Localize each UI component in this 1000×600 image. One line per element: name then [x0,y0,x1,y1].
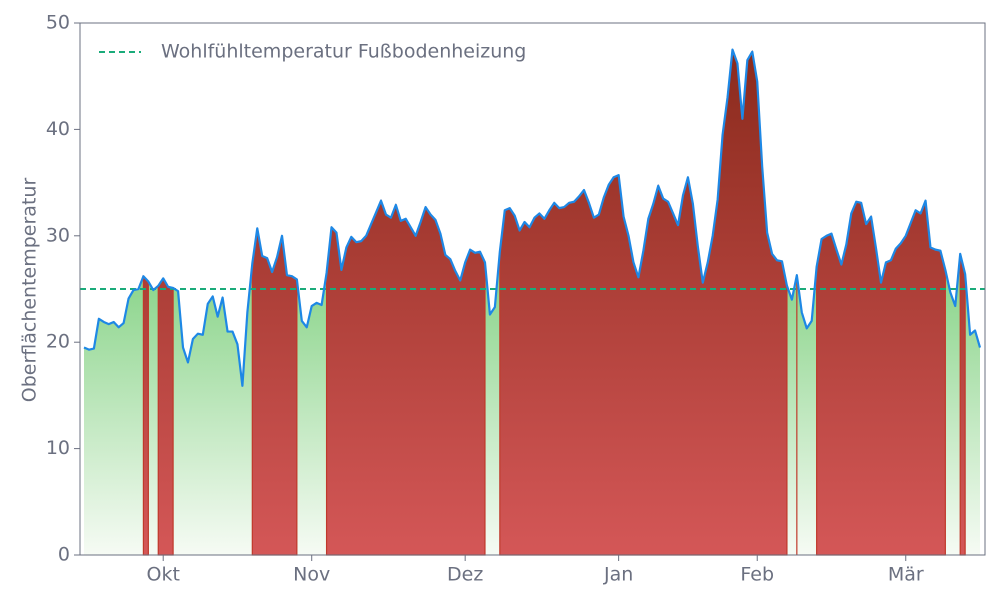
legend-label: Wohlfühltemperatur Fußbodenheizung [161,41,526,63]
area-above [499,49,788,556]
y-tick-label: 10 [46,437,70,459]
area-above [157,277,174,556]
plot-frame [79,22,986,556]
area-above [142,274,149,556]
y-tick-label: 0 [58,544,70,566]
area-above [816,200,946,556]
area-above [251,228,298,556]
area-above [325,199,486,556]
line [83,48,982,387]
y-tick-label: 30 [46,224,70,246]
x-tick-label: Feb [740,564,774,586]
x-tick-label: Nov [293,564,330,586]
area-above [959,253,966,556]
y-tick-label: 40 [46,118,70,140]
x-tick-label: Dez [447,564,483,586]
y-axis-label: Oberflächentemperatur [19,178,41,403]
x-tick-label: Okt [146,564,179,586]
x-tick-label: Jan [603,564,633,586]
x-tick-label: Mär [888,564,924,586]
y-tick-label: 50 [46,12,70,34]
y-tick-label: 20 [46,331,70,353]
